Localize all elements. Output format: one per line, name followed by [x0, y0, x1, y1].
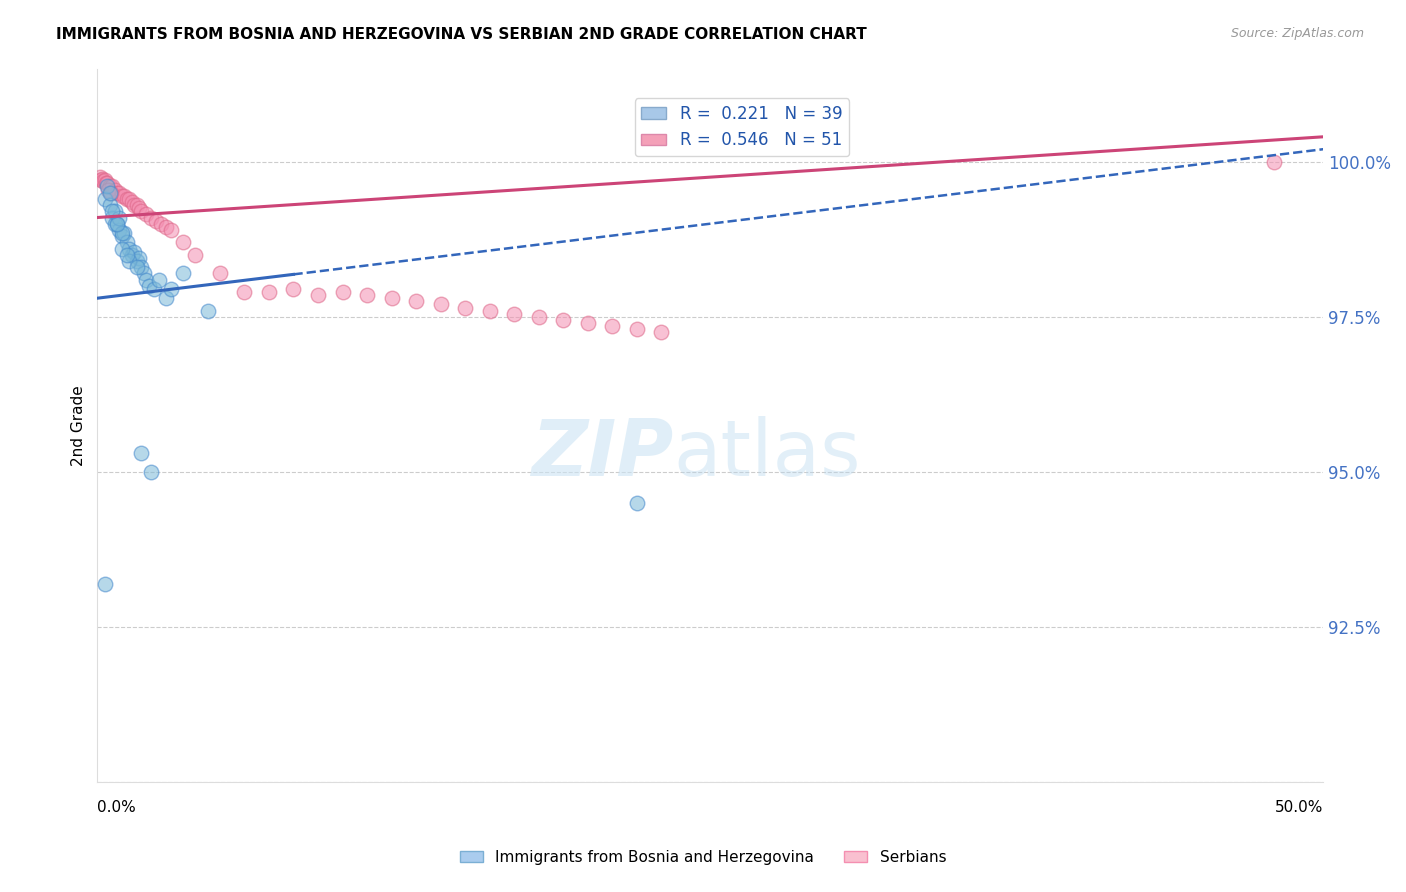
- Point: [122, 198, 145, 212]
- Point: [111, 229, 134, 244]
- Point: [105, 217, 128, 231]
- Point: [138, 278, 160, 293]
- Point: [103, 217, 125, 231]
- Point: [332, 285, 354, 299]
- Point: [197, 303, 219, 318]
- Point: [160, 282, 183, 296]
- Point: [118, 254, 141, 268]
- Point: [503, 307, 526, 321]
- Point: [132, 266, 155, 280]
- Point: [429, 297, 451, 311]
- Point: [576, 316, 599, 330]
- Point: [650, 326, 672, 340]
- Point: [93, 192, 115, 206]
- Point: [155, 291, 177, 305]
- Point: [131, 204, 153, 219]
- Point: [145, 213, 167, 227]
- Point: [184, 248, 207, 262]
- Point: [172, 266, 194, 280]
- Point: [155, 219, 177, 234]
- Point: [115, 235, 138, 250]
- Point: [135, 207, 157, 221]
- Point: [108, 223, 131, 237]
- Point: [97, 183, 120, 197]
- Point: [118, 192, 141, 206]
- Point: [141, 465, 163, 479]
- Point: [141, 211, 163, 225]
- Point: [93, 173, 115, 187]
- Point: [1263, 154, 1285, 169]
- Point: [160, 223, 183, 237]
- Point: [131, 260, 153, 275]
- Legend: R =  0.221   N = 39, R =  0.546   N = 51: R = 0.221 N = 39, R = 0.546 N = 51: [634, 98, 849, 156]
- Point: [125, 260, 148, 275]
- Text: atlas: atlas: [673, 416, 860, 492]
- Point: [96, 179, 118, 194]
- Text: Source: ZipAtlas.com: Source: ZipAtlas.com: [1230, 27, 1364, 40]
- Point: [527, 310, 550, 324]
- Point: [112, 188, 135, 202]
- Text: ZIP: ZIP: [531, 416, 673, 492]
- Point: [626, 322, 648, 336]
- Point: [125, 198, 148, 212]
- Point: [454, 301, 477, 315]
- Point: [380, 291, 402, 305]
- Point: [103, 183, 125, 197]
- Point: [89, 170, 111, 185]
- Point: [135, 272, 157, 286]
- Point: [98, 198, 121, 212]
- Point: [148, 272, 170, 286]
- Point: [108, 211, 131, 225]
- Point: [111, 242, 134, 256]
- Point: [90, 173, 112, 187]
- Point: [115, 192, 138, 206]
- Point: [356, 288, 378, 302]
- Point: [105, 186, 128, 200]
- Point: [96, 177, 118, 191]
- Point: [131, 446, 153, 460]
- Point: [122, 244, 145, 259]
- Point: [478, 303, 501, 318]
- Point: [233, 285, 256, 299]
- Point: [283, 282, 305, 296]
- Point: [128, 251, 150, 265]
- Point: [91, 172, 114, 186]
- Point: [98, 186, 121, 200]
- Point: [103, 204, 125, 219]
- Point: [111, 188, 134, 202]
- Text: 50.0%: 50.0%: [1275, 800, 1323, 815]
- Point: [101, 179, 124, 194]
- Point: [105, 217, 128, 231]
- Text: IMMIGRANTS FROM BOSNIA AND HERZEGOVINA VS SERBIAN 2ND GRADE CORRELATION CHART: IMMIGRANTS FROM BOSNIA AND HERZEGOVINA V…: [56, 27, 868, 42]
- Point: [142, 282, 165, 296]
- Point: [98, 179, 121, 194]
- Point: [93, 576, 115, 591]
- Point: [115, 248, 138, 262]
- Point: [405, 294, 427, 309]
- Point: [93, 174, 115, 188]
- Point: [208, 266, 231, 280]
- Point: [121, 194, 143, 209]
- Point: [553, 313, 575, 327]
- Point: [125, 254, 148, 268]
- Point: [626, 496, 648, 510]
- Point: [172, 235, 194, 250]
- Point: [121, 248, 143, 262]
- Point: [600, 319, 623, 334]
- Point: [257, 285, 280, 299]
- Point: [108, 186, 131, 200]
- Point: [128, 201, 150, 215]
- Point: [101, 204, 124, 219]
- Point: [101, 211, 124, 225]
- Point: [100, 186, 122, 200]
- Point: [94, 177, 117, 191]
- Point: [307, 288, 329, 302]
- Point: [111, 226, 134, 240]
- Y-axis label: 2nd Grade: 2nd Grade: [72, 385, 86, 466]
- Legend: Immigrants from Bosnia and Herzegovina, Serbians: Immigrants from Bosnia and Herzegovina, …: [454, 844, 952, 871]
- Point: [150, 217, 173, 231]
- Point: [118, 242, 141, 256]
- Text: 0.0%: 0.0%: [97, 800, 136, 815]
- Point: [112, 226, 135, 240]
